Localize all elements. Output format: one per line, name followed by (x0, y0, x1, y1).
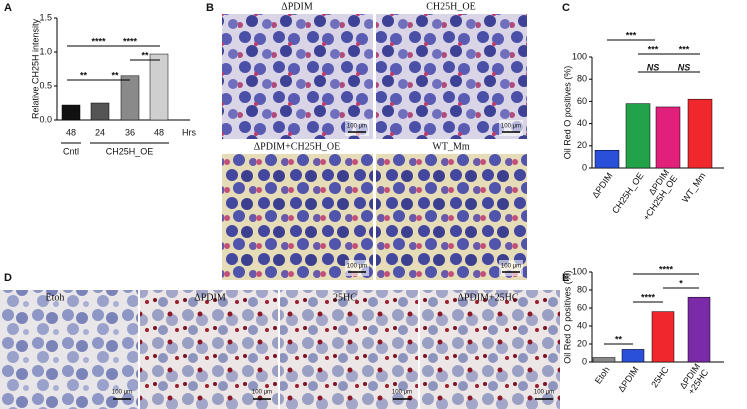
x-tick-label: 48 (66, 127, 76, 137)
image-label: ΔPDIM+25HC (458, 292, 519, 303)
bar (592, 357, 616, 363)
significance-label: **** (659, 264, 674, 274)
image-label: CH25H_OE (426, 1, 475, 12)
significance-label: *** (679, 44, 690, 54)
micrograph (420, 290, 560, 409)
bar (655, 106, 681, 169)
y-tick-label: 60 (577, 302, 587, 312)
y-tick-label: 0 (582, 356, 587, 366)
y-axis-label: Oil Red O positives (%) (562, 66, 572, 160)
micrograph (376, 154, 527, 280)
image-label: 25HC (333, 292, 357, 303)
panel-letter: E (562, 272, 569, 284)
bar (61, 104, 81, 121)
scale-bar-label: 100 μm (347, 264, 367, 270)
scale-bar-label: 100 μm (501, 264, 521, 270)
group-label: Cntl (63, 146, 79, 156)
image-label: WT_Mm (432, 141, 469, 152)
y-tick-label: 0.0 (39, 114, 52, 124)
y-tick-label: 100 (572, 51, 587, 61)
significance-label: **** (123, 36, 138, 46)
significance-label: NS (647, 62, 660, 72)
x-tick-label: WT_Mm (680, 171, 708, 205)
x-unit-label: Hrs (182, 127, 196, 137)
scale-bar-label: 100 μm (534, 390, 554, 396)
y-tick-label: 40 (577, 320, 587, 330)
y-tick-label: 20 (577, 140, 587, 150)
x-tick-label: ΔPDIM (616, 365, 641, 394)
scale-bar-label: 100 μm (112, 390, 132, 396)
bar (687, 296, 711, 363)
y-tick-label: 0 (582, 162, 587, 172)
x-tick-label: 24 (95, 127, 105, 137)
scale-bars-b: 100 μm 100 μm 100 μm 100 μm (345, 120, 523, 276)
x-tick-label: 36 (125, 127, 135, 137)
x-tick-label: Etoh (593, 365, 612, 386)
significance-label: ** (141, 50, 149, 60)
bar (90, 102, 110, 121)
y-tick-label: 20 (577, 338, 587, 348)
image-label: ΔPDIM+CH25H_OE (254, 141, 341, 152)
y-tick-label: 0.5 (39, 80, 52, 90)
significance-label: NS (678, 62, 691, 72)
y-axis-label: Relative CH25H intensity (30, 18, 40, 119)
bar (621, 349, 645, 363)
image-label: ΔPDIM (281, 1, 313, 12)
micrograph (222, 154, 373, 280)
micrograph (0, 290, 138, 409)
significance-label: **** (91, 36, 106, 46)
y-tick-label: 1.0 (39, 46, 52, 56)
panel-letter: A (4, 2, 12, 14)
significance-label: *** (626, 30, 637, 40)
x-tick-label: 25HC (649, 364, 671, 389)
significance-label: **** (641, 292, 656, 302)
x-tick-label: 48 (154, 127, 164, 137)
bar (149, 53, 169, 121)
significance-label: ** (111, 70, 119, 80)
y-tick-label: 80 (577, 74, 587, 84)
group-label: CH25H_OE (106, 146, 154, 156)
x-tick-label: ΔPDIM (590, 171, 615, 200)
y-tick-label: 1.5 (39, 12, 52, 22)
micrograph (376, 14, 527, 139)
panel-letter: D (4, 272, 12, 284)
micrograph (222, 14, 373, 139)
image-label: Etoh (46, 292, 65, 303)
y-tick-label: 80 (577, 284, 587, 294)
y-tick-label: 40 (577, 118, 587, 128)
x-tick-label: CH25H_OE (610, 171, 645, 216)
panel-letter: B (206, 2, 214, 14)
significance-label: *** (648, 44, 659, 54)
micrograph (140, 290, 278, 409)
bar (651, 311, 675, 363)
significance-label: * (679, 278, 683, 288)
image-label: ΔPDIM (194, 292, 226, 303)
x-tick-label: ΔPDIM+25HC (678, 361, 711, 396)
y-tick-label: 100 (572, 266, 587, 276)
bar (687, 98, 713, 169)
y-axis-label: Oil Red O positives (%) (562, 270, 572, 364)
significance-label: ** (80, 70, 88, 80)
significance-label: ** (615, 334, 623, 344)
scale-bars-d: 100 μm 100 μm 100 μm 100 μm (112, 390, 554, 400)
scale-bar-label: 100 μm (252, 390, 272, 396)
panel-letter: C (562, 2, 570, 14)
scale-bar-label: 100 μm (392, 390, 412, 396)
scale-bar-label: 100 μm (347, 124, 367, 130)
bar (120, 75, 140, 121)
y-tick-label: 60 (577, 96, 587, 106)
micrograph (280, 290, 418, 409)
scale-bar-label: 100 μm (501, 124, 521, 130)
bar (594, 149, 620, 169)
bar (625, 103, 651, 169)
